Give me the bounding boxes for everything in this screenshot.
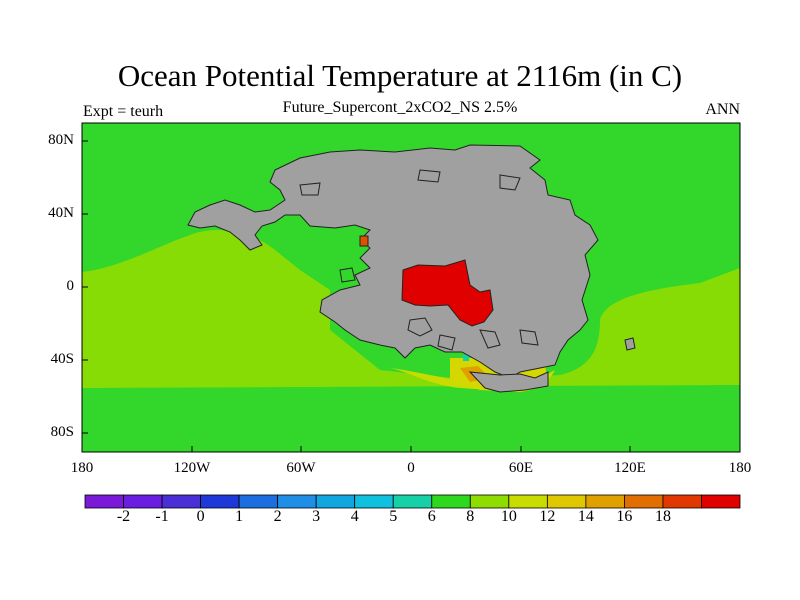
hot-basin xyxy=(401,259,494,327)
colorbar-swatch xyxy=(431,494,471,509)
colorbar-swatch xyxy=(662,494,702,509)
small-island xyxy=(624,337,636,351)
x-tick-label: 120W xyxy=(173,460,211,476)
axis-ticks xyxy=(81,140,741,452)
cold-spot xyxy=(463,355,469,361)
map-plot xyxy=(81,122,741,453)
colorbar-label: 16 xyxy=(616,508,633,525)
land-lakes xyxy=(299,169,539,351)
colorbar-swatch xyxy=(469,494,510,509)
colorbar-swatch xyxy=(200,494,240,509)
colorbar-label: 10 xyxy=(500,508,517,525)
season-label: ANN xyxy=(705,101,740,118)
x-tick-label: 180 xyxy=(70,460,94,476)
colorbar-swatch xyxy=(392,494,433,509)
x-tick-label: 0 xyxy=(407,460,415,476)
colorbar-label: 8 xyxy=(466,508,475,525)
x-tick-label: 60W xyxy=(286,460,316,476)
colorbar-swatch xyxy=(585,494,625,509)
y-tick-label: 80S xyxy=(50,424,74,440)
y-tick-label: 0 xyxy=(66,278,75,294)
y-tick-label: 80N xyxy=(48,132,74,148)
chart-title: Ocean Potential Temperature at 2116m (in… xyxy=(117,58,683,93)
colorbar-swatch xyxy=(624,494,664,509)
colorbar-swatch xyxy=(354,494,394,509)
colorbar-label: -1 xyxy=(155,508,169,525)
colorbar-swatch xyxy=(238,494,279,509)
colorbar-label: 2 xyxy=(273,508,282,525)
colorbar-swatch xyxy=(508,494,548,509)
y-tick-label: 40S xyxy=(50,351,74,367)
colorbar xyxy=(84,494,741,509)
colorbar-swatch xyxy=(701,494,741,509)
experiment-label: Expt = teurh xyxy=(83,103,164,120)
colorbar-label: 1 xyxy=(235,508,244,525)
colorbar-swatch xyxy=(84,494,124,509)
colorbar-label: 6 xyxy=(427,508,436,525)
land-mass xyxy=(187,144,599,379)
colorbar-label: 0 xyxy=(196,508,205,525)
x-tick-label: 120E xyxy=(614,460,646,476)
colorbar-label: 3 xyxy=(312,508,321,525)
colorbar-swatch xyxy=(315,494,356,509)
hot-spot-small xyxy=(359,235,369,247)
colorbar-label: 4 xyxy=(350,508,359,525)
colorbar-swatch xyxy=(546,494,587,509)
x-tick-label: 60E xyxy=(508,460,534,476)
x-tick-label: 180 xyxy=(728,460,752,476)
colorbar-label: 5 xyxy=(389,508,398,525)
colorbar-label: -2 xyxy=(116,508,131,525)
chart-subtitle: Future_Supercont_2xCO2_NS 2.5% xyxy=(282,99,518,116)
colorbar-label: 12 xyxy=(539,508,556,525)
colorbar-label: 14 xyxy=(577,508,594,525)
warm-ocean-band xyxy=(82,230,740,388)
colorbar-swatch xyxy=(161,494,201,509)
y-tick-label: 40N xyxy=(48,205,74,221)
southern-land xyxy=(468,371,549,393)
colorbar-swatch xyxy=(277,494,317,509)
colorbar-label: 18 xyxy=(654,508,671,525)
colorbar-swatch xyxy=(123,494,163,509)
